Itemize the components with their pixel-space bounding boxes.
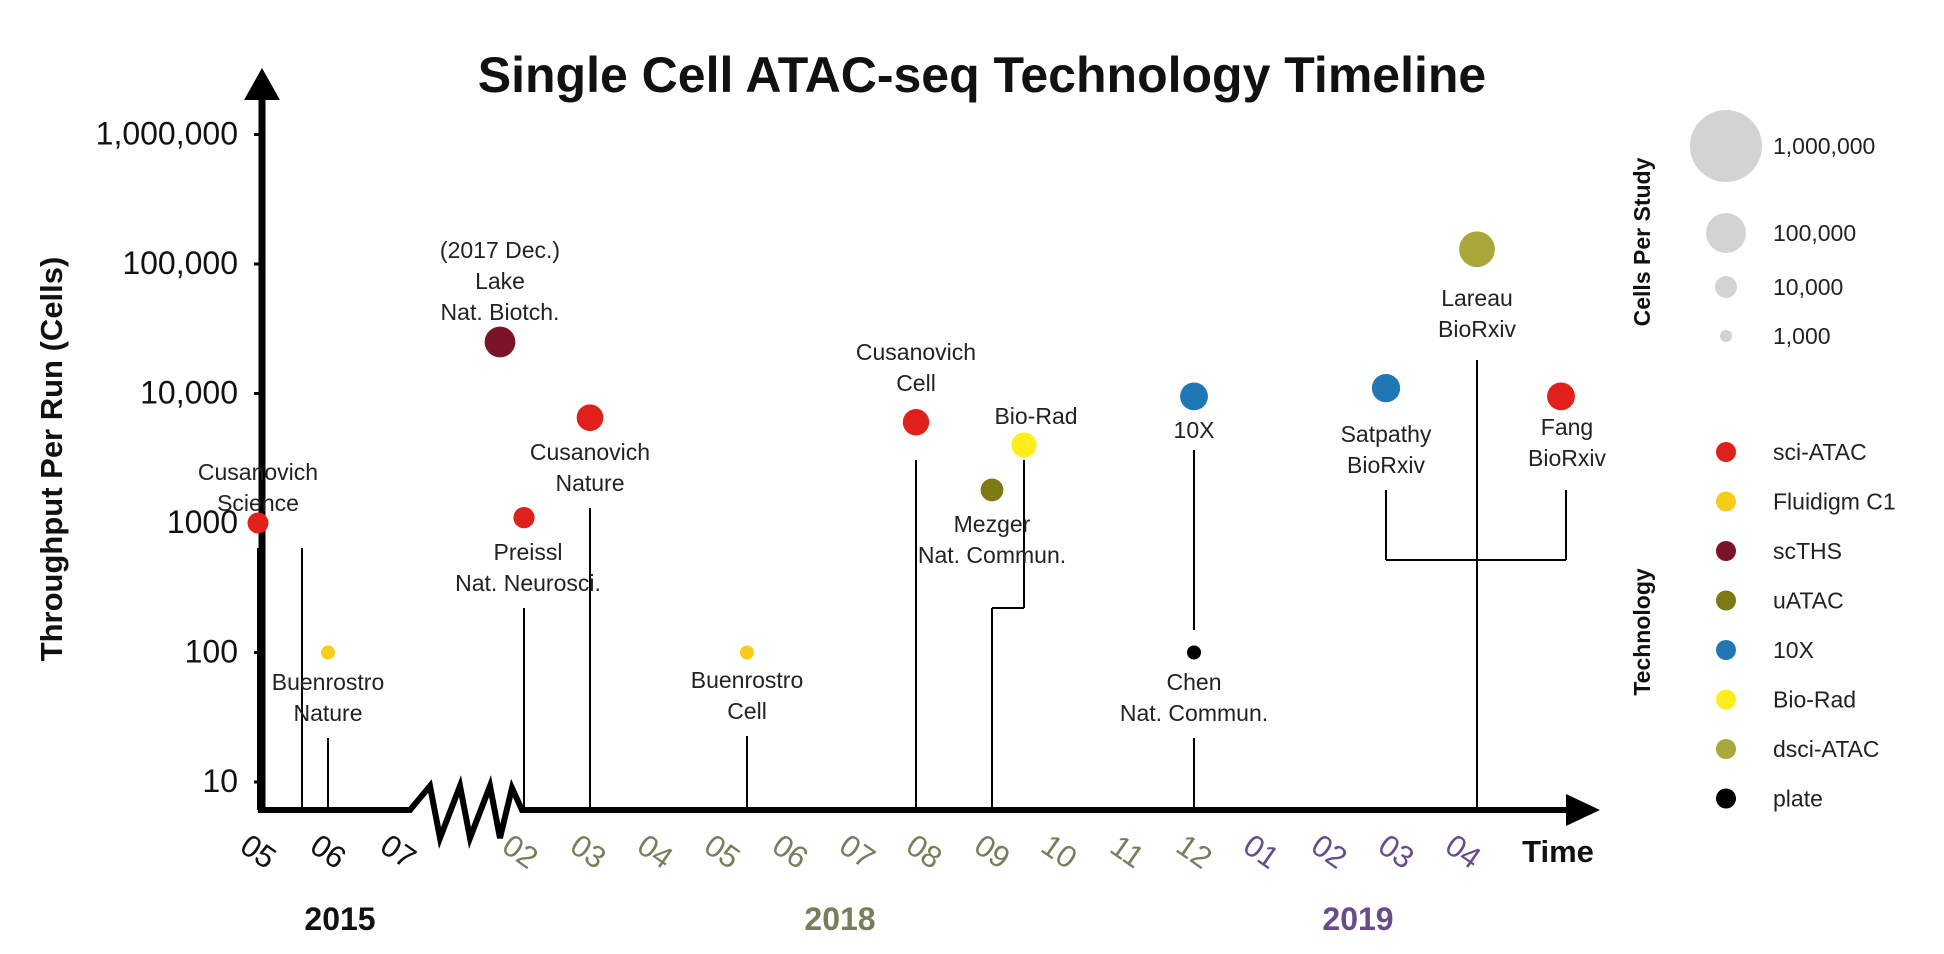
- x-tick-label: 05: [698, 827, 746, 875]
- x-tick-label: 01: [1237, 827, 1285, 875]
- x-axis-arrow: [1566, 794, 1600, 826]
- x-tick-label: 05: [234, 827, 282, 875]
- technology-legend-title: Technology: [1629, 568, 1655, 696]
- data-point: [902, 409, 930, 436]
- legend-swatch: [1716, 541, 1736, 561]
- size-legend-circle: [1720, 330, 1732, 342]
- study-label: Cusanovich Science: [198, 459, 318, 516]
- year-label: 2015: [304, 901, 375, 937]
- y-axis-arrow: [244, 68, 280, 100]
- study-label: Satpathy BioRxiv: [1341, 421, 1432, 478]
- legend-label: 10X: [1773, 637, 1814, 663]
- data-point: [321, 645, 335, 660]
- x-axis-label: Time: [1522, 834, 1594, 869]
- legend-swatch: [1716, 689, 1736, 710]
- legend-swatch: [1716, 491, 1736, 512]
- study-label: Mezger Nat. Commun.: [918, 511, 1066, 568]
- data-point: [1011, 432, 1037, 458]
- data-point: [484, 326, 516, 358]
- study-label: Bio-Rad: [994, 403, 1077, 429]
- x-tick-label: 06: [766, 827, 814, 875]
- legend-label: uATAC: [1773, 588, 1844, 614]
- legend-swatch: [1716, 442, 1736, 462]
- x-tick-label: 07: [374, 827, 422, 875]
- size-legend-circle: [1706, 213, 1746, 253]
- x-tick-label: 03: [1372, 827, 1420, 875]
- y-axis-label: Throughput Per Run (Cells): [34, 257, 69, 662]
- study-label: Buenrostro Nature: [272, 669, 385, 726]
- legend-label: Fluidigm C1: [1773, 489, 1896, 515]
- size-legend-label: 10,000: [1773, 274, 1843, 300]
- x-tick-label: 02: [1305, 827, 1353, 875]
- y-tick-label: 1,000,000: [96, 116, 238, 152]
- legend-label: scTHS: [1773, 538, 1842, 564]
- annotations: Cusanovich Science Buenrostro Nature (2017 D…: [198, 237, 1607, 726]
- x-axis-line: [258, 775, 1572, 849]
- stems: [257, 360, 1567, 810]
- x-tick-labels: 05 06 07 02 03 04 05 06 07 08 09 10 11 12 01 02 03 042015…: [234, 827, 1487, 937]
- legend: 1,000,000 100,000 10,000 1,000 sci-ATAC Fluid…: [1690, 110, 1896, 812]
- y-tick-label: 100,000: [122, 245, 238, 281]
- data-point: [1187, 645, 1201, 660]
- study-label: 10X: [1174, 417, 1215, 443]
- x-tick-label: 08: [900, 827, 948, 875]
- y-tick-label: 100: [185, 634, 238, 670]
- data-point: [576, 404, 604, 432]
- y-tick-label: 10: [202, 763, 238, 799]
- x-tick-label: 11: [1104, 828, 1150, 875]
- chart-title: Single Cell ATAC-seq Technology Timeline: [478, 47, 1486, 103]
- legend-swatch: [1716, 640, 1736, 660]
- legend-label: dsci-ATAC: [1773, 736, 1880, 762]
- data-points: [247, 231, 1575, 660]
- data-point: [740, 645, 754, 660]
- study-label: Preissl Nat. Neurosci.: [455, 539, 601, 596]
- size-legend-circle: [1690, 110, 1762, 182]
- x-tick-label: 09: [968, 827, 1016, 875]
- legend-label: sci-ATAC: [1773, 439, 1867, 465]
- study-label: (2017 Dec.) Lake Nat. Biotch.: [440, 237, 560, 325]
- x-tick-label: 07: [833, 827, 881, 875]
- study-label: Fang BioRxiv: [1528, 414, 1606, 471]
- data-point: [1371, 373, 1401, 403]
- y-tick-label: 1000: [167, 504, 238, 540]
- data-point: [1459, 231, 1495, 268]
- x-tick-label: 04: [631, 827, 679, 875]
- study-label: Lareau BioRxiv: [1438, 285, 1516, 342]
- x-tick-label: 03: [564, 827, 612, 875]
- y-tick-label: 10,000: [140, 375, 238, 411]
- legend-swatch: [1716, 739, 1736, 759]
- axes: 10 100 1000 10,000 100,000 1,000,000: [96, 68, 1600, 849]
- size-legend-title: Cells Per Study: [1629, 157, 1655, 326]
- x-tick-label: 06: [304, 827, 352, 875]
- legend-label: plate: [1773, 786, 1823, 812]
- size-legend-label: 100,000: [1773, 220, 1856, 246]
- study-label: Cusanovich Nature: [530, 439, 650, 496]
- data-point: [247, 512, 269, 534]
- legend-swatch: [1716, 788, 1736, 809]
- x-tick-label: 04: [1439, 827, 1487, 875]
- data-point: [513, 506, 535, 529]
- legend-swatch: [1716, 590, 1736, 611]
- x-tick-label: 10: [1035, 827, 1083, 875]
- size-legend-label: 1,000,000: [1773, 133, 1875, 159]
- x-tick-label: 12: [1170, 827, 1218, 875]
- study-label: Chen Nat. Commun.: [1120, 669, 1268, 726]
- data-point: [1180, 382, 1208, 411]
- size-legend-circle: [1715, 276, 1737, 298]
- size-legend-label: 1,000: [1773, 323, 1831, 349]
- year-label: 2019: [1322, 901, 1393, 937]
- data-point: [980, 478, 1004, 502]
- study-label: Cusanovich Cell: [856, 339, 976, 396]
- year-label: 2018: [804, 901, 875, 937]
- data-point: [1547, 382, 1575, 411]
- study-label: Buenrostro Cell: [691, 667, 804, 724]
- legend-label: Bio-Rad: [1773, 687, 1856, 713]
